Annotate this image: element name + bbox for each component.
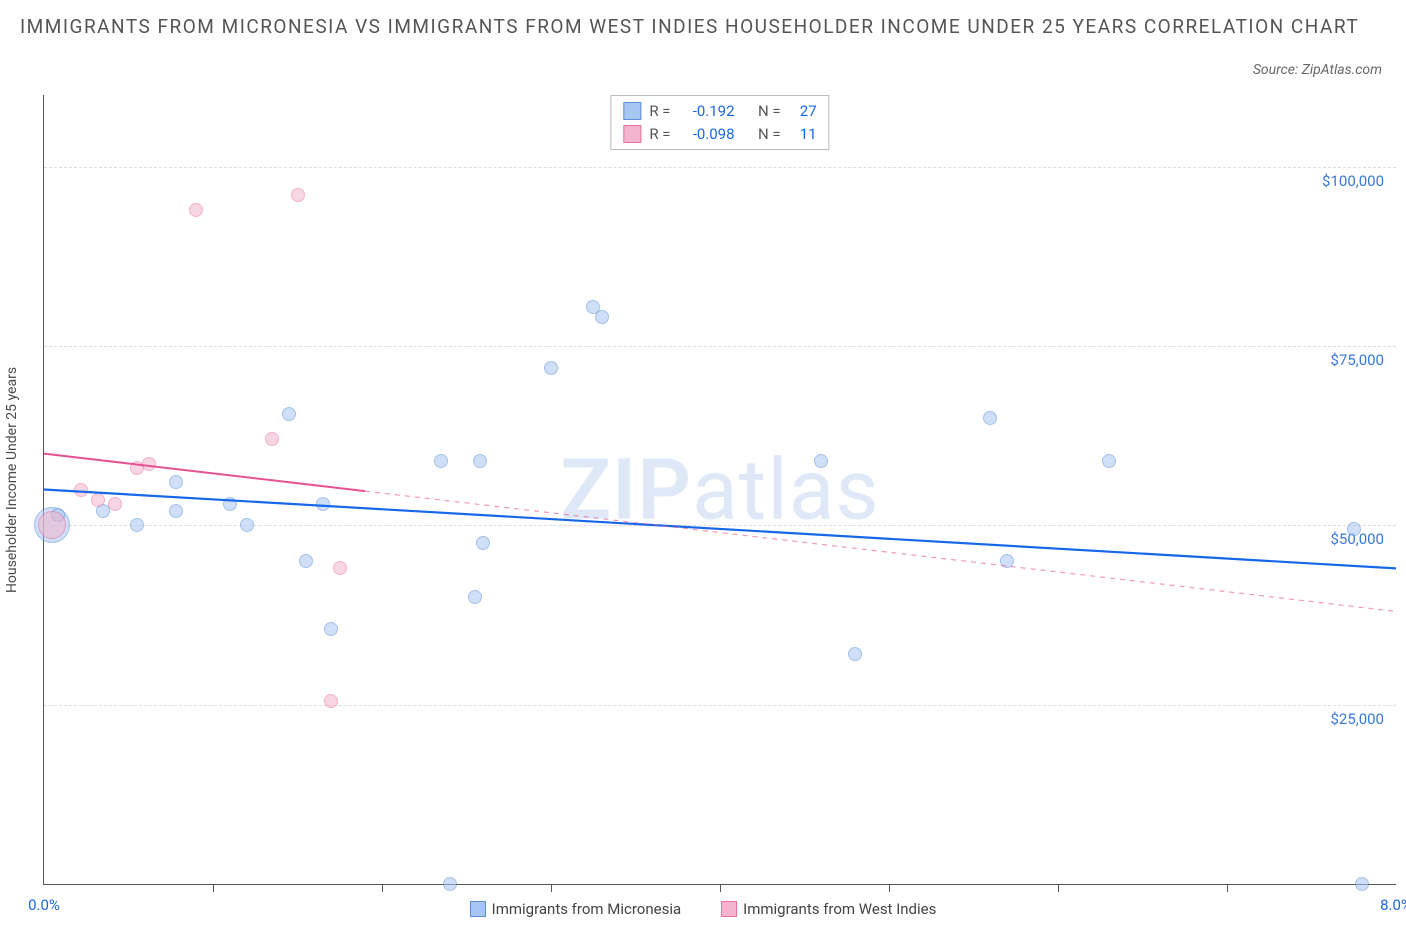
corr-legend-row-micronesia: R = -0.192 N = 27 (623, 100, 816, 123)
chart-title: IMMIGRANTS FROM MICRONESIA VS IMMIGRANTS… (20, 12, 1386, 42)
legend-item: Immigrants from Micronesia (470, 900, 682, 918)
corr-legend-row-west_indies: R = -0.098 N = 11 (623, 123, 816, 146)
corr-n-value: 11 (789, 123, 817, 146)
x-tick (720, 884, 721, 892)
correlation-legend: R = -0.192 N = 27 R = -0.098 N = 11 (610, 95, 829, 150)
bottom-legend: Immigrants from Micronesia Immigrants fro… (0, 900, 1406, 918)
trendline-west_indies (44, 454, 365, 491)
legend-swatch (470, 901, 486, 917)
corr-r-value: -0.098 (679, 123, 735, 146)
trendline-west_indies-extrap (365, 491, 1396, 611)
trend-lines (44, 95, 1396, 884)
x-tick (551, 884, 552, 892)
corr-r-value: -0.192 (679, 100, 735, 123)
plot-area: $25,000$50,000$75,000$100,0000.0%8.0% ZI… (43, 95, 1396, 885)
x-tick (382, 884, 383, 892)
legend-label: Immigrants from Micronesia (492, 900, 682, 918)
corr-n-label: N = (758, 100, 781, 123)
trendline-micronesia (44, 490, 1396, 569)
x-tick (213, 884, 214, 892)
corr-n-value: 27 (789, 100, 817, 123)
legend-item: Immigrants from West Indies (721, 900, 936, 918)
x-tick (1058, 884, 1059, 892)
corr-r-label: R = (649, 123, 670, 146)
x-tick (1227, 884, 1228, 892)
corr-swatch-micronesia (623, 102, 641, 120)
corr-r-label: R = (649, 100, 670, 123)
y-axis-label: Householder Income Under 25 years (4, 367, 20, 593)
legend-label: Immigrants from West Indies (743, 900, 936, 918)
legend-swatch (721, 901, 737, 917)
source-label: Source: ZipAtlas.com (1253, 62, 1382, 78)
x-tick (889, 884, 890, 892)
corr-swatch-west_indies (623, 125, 641, 143)
corr-n-label: N = (758, 123, 781, 146)
